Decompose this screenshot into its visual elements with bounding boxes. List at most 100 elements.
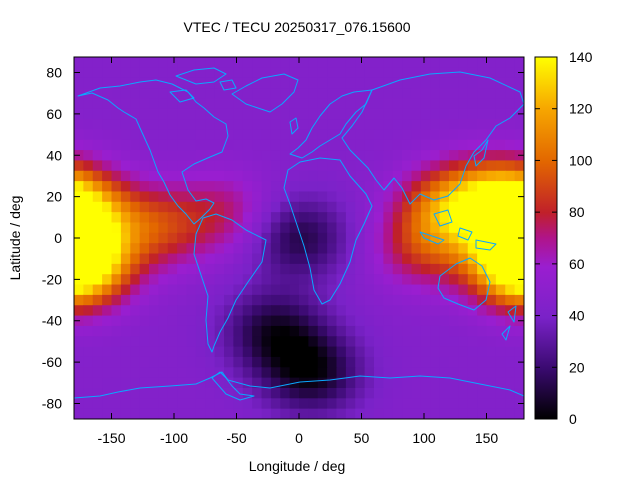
heatmap-cell bbox=[120, 160, 131, 172]
heatmap-cell bbox=[458, 119, 469, 130]
heatmap-cell bbox=[214, 284, 225, 296]
heatmap-cell bbox=[336, 181, 347, 193]
heatmap-cell bbox=[505, 408, 516, 419]
heatmap-cell bbox=[439, 232, 450, 244]
heatmap-cell bbox=[120, 315, 131, 327]
heatmap-cell bbox=[420, 325, 431, 337]
heatmap-cell bbox=[280, 67, 291, 79]
heatmap-cell bbox=[233, 77, 244, 89]
heatmap-cell bbox=[149, 336, 159, 348]
heatmap-cell bbox=[289, 346, 300, 358]
heatmap-cell bbox=[345, 191, 356, 203]
heatmap-cell bbox=[167, 191, 178, 203]
heatmap-cell bbox=[224, 356, 234, 368]
heatmap-cell bbox=[186, 181, 197, 193]
heatmap-cell bbox=[505, 325, 516, 337]
heatmap-cell bbox=[308, 315, 319, 327]
coastline-africa bbox=[283, 157, 373, 305]
heatmap-cell bbox=[130, 274, 141, 286]
heatmap-cell bbox=[289, 119, 300, 130]
heatmap-cell bbox=[195, 336, 206, 348]
heatmap-cell bbox=[205, 232, 216, 244]
heatmap-cell bbox=[411, 139, 422, 151]
heatmap-cell bbox=[411, 170, 422, 182]
heatmap-cell bbox=[355, 336, 366, 348]
heatmap-cell bbox=[477, 201, 488, 213]
heatmap-cell bbox=[477, 98, 488, 110]
heatmap-cell bbox=[120, 129, 131, 141]
heatmap-cell bbox=[92, 408, 103, 419]
heatmap-cell bbox=[139, 325, 150, 337]
heatmap-cell bbox=[224, 181, 234, 193]
heatmap-cell bbox=[374, 181, 384, 193]
heatmap-cell bbox=[252, 191, 263, 203]
heatmap-cell bbox=[449, 325, 459, 337]
heatmap-cell bbox=[411, 88, 422, 99]
heatmap-cell bbox=[242, 398, 253, 410]
heatmap-cell bbox=[102, 408, 113, 419]
heatmap-cell bbox=[83, 191, 94, 203]
heatmap-cell bbox=[224, 377, 234, 389]
heatmap-cell bbox=[280, 305, 291, 317]
heatmap-cell bbox=[420, 222, 431, 234]
heatmap-cell bbox=[355, 284, 366, 296]
heatmap-cell bbox=[83, 325, 94, 337]
heatmap-cell bbox=[299, 367, 309, 379]
heatmap-cell bbox=[270, 139, 281, 151]
heatmap-cell bbox=[130, 305, 141, 317]
heatmap-cell bbox=[205, 294, 216, 306]
heatmap-cell bbox=[242, 377, 253, 389]
heatmap-cell bbox=[383, 367, 394, 379]
heatmap-cell bbox=[74, 367, 84, 379]
heatmap-cell bbox=[411, 408, 422, 419]
heatmap-cell bbox=[486, 170, 497, 182]
heatmap-cell bbox=[308, 274, 319, 286]
heatmap-cell bbox=[477, 191, 488, 203]
heatmap-cell bbox=[458, 377, 469, 389]
heatmap-cell bbox=[252, 336, 263, 348]
heatmap-cell bbox=[195, 57, 206, 68]
heatmap-cell bbox=[252, 232, 263, 244]
heatmap-cell bbox=[477, 57, 488, 68]
heatmap-cell bbox=[120, 387, 131, 399]
heatmap-cell bbox=[261, 77, 272, 89]
heatmap-cell bbox=[402, 253, 413, 265]
heatmap-cell bbox=[345, 336, 356, 348]
heatmap-cell bbox=[83, 336, 94, 348]
heatmap-cell bbox=[449, 284, 459, 296]
heatmap-cell bbox=[130, 119, 141, 130]
heatmap-cell bbox=[167, 253, 178, 265]
heatmap-cell bbox=[514, 212, 524, 224]
heatmap-cell bbox=[214, 150, 225, 162]
heatmap-cell bbox=[449, 263, 459, 275]
heatmap-cell bbox=[233, 57, 244, 68]
heatmap-cell bbox=[458, 398, 469, 410]
heatmap-cell bbox=[158, 57, 169, 68]
heatmap-cell bbox=[299, 98, 309, 110]
heatmap-cell bbox=[252, 139, 263, 151]
heatmap-cell bbox=[439, 367, 450, 379]
heatmap-cell bbox=[224, 274, 234, 286]
heatmap-cell bbox=[345, 67, 356, 79]
heatmap-cell bbox=[514, 129, 524, 141]
heatmap-cell bbox=[299, 398, 309, 410]
heatmap-cell bbox=[102, 387, 113, 399]
heatmap-cell bbox=[402, 222, 413, 234]
heatmap-cell bbox=[270, 67, 281, 79]
heatmap-cell bbox=[195, 67, 206, 79]
colorbar-tick-label: 60 bbox=[569, 256, 585, 272]
heatmap-cell bbox=[317, 150, 328, 162]
heatmap-cell bbox=[149, 398, 159, 410]
heatmap-cell bbox=[149, 387, 159, 399]
heatmap-cell bbox=[177, 212, 188, 224]
heatmap-cell bbox=[449, 129, 459, 141]
heatmap-cell bbox=[467, 325, 478, 337]
heatmap-cell bbox=[411, 315, 422, 327]
heatmap-cell bbox=[252, 150, 263, 162]
heatmap-cell bbox=[505, 346, 516, 358]
heatmap-cell bbox=[205, 263, 216, 275]
heatmap-cell bbox=[420, 181, 431, 193]
heatmap-cell bbox=[420, 67, 431, 79]
colorbar-tick-label: 120 bbox=[569, 101, 593, 117]
heatmap-cell bbox=[420, 346, 431, 358]
